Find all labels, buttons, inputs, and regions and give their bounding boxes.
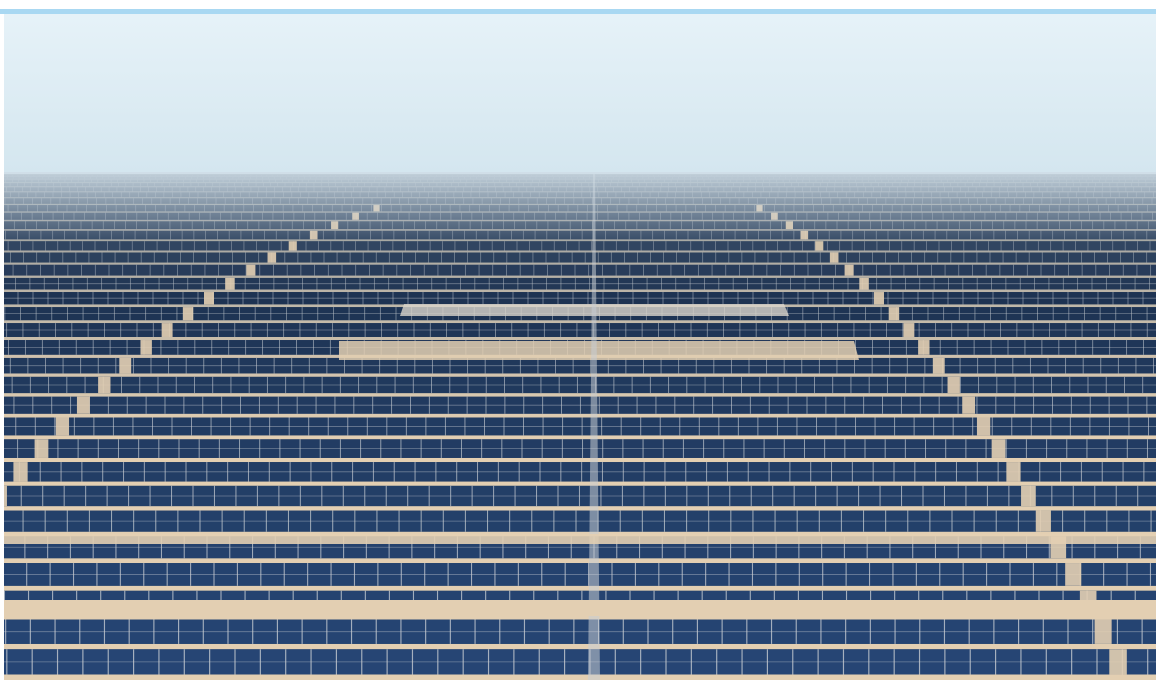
panel-row bbox=[4, 417, 1156, 436]
access-path bbox=[204, 292, 214, 305]
panel-modules bbox=[10, 252, 1148, 263]
sand-strip bbox=[4, 289, 1156, 293]
sand-strip bbox=[4, 435, 1156, 440]
access-path bbox=[903, 323, 915, 337]
panel-modules bbox=[7, 241, 1151, 251]
sand-strip bbox=[4, 558, 1156, 564]
access-path bbox=[55, 417, 70, 436]
access-path bbox=[1065, 563, 1082, 586]
access-path bbox=[4, 485, 7, 507]
access-path bbox=[34, 439, 49, 458]
access-path bbox=[288, 241, 297, 251]
panel-row bbox=[4, 323, 1156, 337]
panel-row bbox=[4, 462, 1156, 482]
access-path bbox=[140, 340, 152, 355]
panel-row bbox=[4, 510, 1156, 532]
panel-modules bbox=[18, 462, 1145, 482]
access-path bbox=[1109, 649, 1127, 675]
access-path bbox=[844, 264, 854, 276]
solar-farm-photo bbox=[4, 14, 1156, 680]
sand-strip bbox=[4, 531, 1156, 537]
panel-modules bbox=[13, 396, 1148, 414]
access-path bbox=[1021, 485, 1036, 507]
access-path bbox=[918, 340, 930, 355]
panel-row bbox=[4, 241, 1156, 251]
sand-strip bbox=[4, 614, 1156, 620]
sky bbox=[4, 14, 1156, 174]
sand-strip bbox=[4, 457, 1156, 463]
panel-row bbox=[4, 649, 1156, 675]
panel-modules bbox=[26, 563, 1152, 586]
access-path bbox=[888, 307, 900, 321]
panel-modules bbox=[9, 357, 1154, 374]
access-path bbox=[859, 277, 869, 290]
sand-strip bbox=[4, 481, 1156, 486]
panel-row bbox=[4, 376, 1156, 394]
top-accent-bar bbox=[0, 9, 1156, 14]
panel-modules bbox=[17, 292, 1144, 305]
panel-row bbox=[4, 252, 1156, 263]
access-path bbox=[98, 376, 111, 394]
access-path bbox=[246, 264, 256, 276]
access-path bbox=[991, 439, 1006, 458]
near-sand-lane bbox=[4, 600, 1156, 616]
access-path bbox=[874, 292, 884, 305]
panel-modules bbox=[17, 439, 1148, 458]
panel-modules bbox=[15, 417, 1149, 436]
panel-row bbox=[4, 264, 1156, 276]
panel-row bbox=[4, 619, 1156, 644]
access-path bbox=[225, 277, 235, 290]
access-path bbox=[947, 376, 960, 394]
panel-modules bbox=[22, 510, 1152, 532]
panel-row bbox=[4, 277, 1156, 290]
sand-strip bbox=[4, 373, 1156, 377]
sand-clearing bbox=[339, 341, 859, 360]
access-path bbox=[1006, 462, 1021, 482]
access-path bbox=[13, 462, 28, 482]
central-service-road bbox=[4, 174, 1156, 680]
access-path bbox=[267, 252, 277, 263]
sand-strip bbox=[4, 643, 1156, 650]
sand-strip bbox=[4, 413, 1156, 418]
sand-strip bbox=[4, 506, 1156, 511]
access-path bbox=[962, 396, 976, 414]
sand-strip bbox=[4, 275, 1156, 278]
panel-modules bbox=[20, 485, 1139, 507]
panel-row bbox=[4, 439, 1156, 458]
horizon-haze bbox=[4, 172, 1156, 242]
panel-modules bbox=[6, 649, 1149, 675]
access-path bbox=[1035, 510, 1051, 532]
sand-strip bbox=[4, 262, 1156, 265]
sand-strip bbox=[4, 585, 1156, 591]
road-surface bbox=[588, 174, 600, 680]
panel-modules bbox=[11, 376, 1144, 394]
access-path bbox=[76, 396, 90, 414]
panel-row bbox=[4, 563, 1156, 586]
access-path bbox=[119, 357, 132, 374]
sand-strip bbox=[4, 250, 1156, 253]
sand-strip bbox=[4, 320, 1156, 324]
access-path bbox=[829, 252, 839, 263]
access-path bbox=[815, 241, 824, 251]
access-path bbox=[182, 307, 194, 321]
sand-strip bbox=[4, 674, 1156, 680]
near-sand-lane bbox=[4, 534, 1156, 544]
panel-row bbox=[4, 292, 1156, 305]
access-path bbox=[1094, 619, 1112, 644]
panel-modules bbox=[12, 264, 1152, 276]
sand-strip bbox=[4, 336, 1156, 341]
solar-farm-scene bbox=[4, 14, 1156, 680]
panel-modules bbox=[5, 619, 1143, 644]
sand-strip bbox=[4, 393, 1156, 397]
access-path bbox=[976, 417, 991, 436]
access-path bbox=[161, 323, 173, 337]
panel-row bbox=[4, 485, 1156, 507]
access-path bbox=[932, 357, 945, 374]
